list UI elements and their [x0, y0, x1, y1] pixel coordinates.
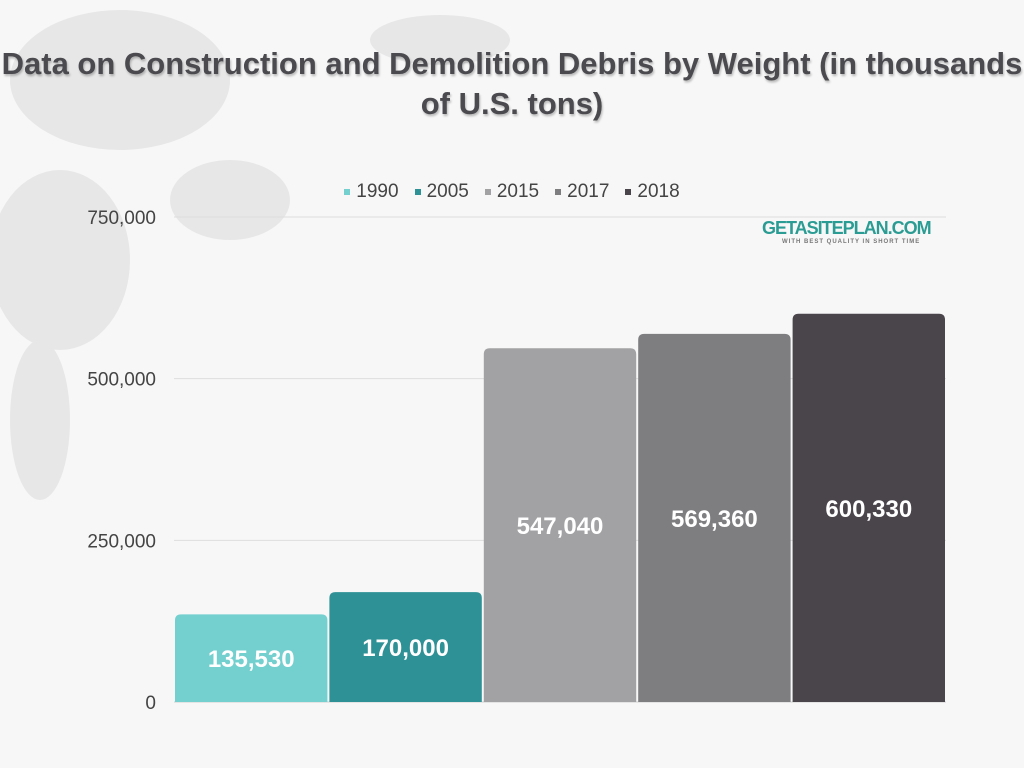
chart-title: Data on Construction and Demolition Debr…	[1, 46, 1023, 121]
legend-item-1990: 1990	[344, 181, 399, 203]
data-label: 569,360	[671, 506, 758, 533]
logo-text: GETASITEPLAN.COM	[762, 218, 932, 238]
legend-item-2015: 2015	[484, 181, 540, 203]
legend-label: 2017	[567, 181, 610, 202]
floral-background-decoration	[0, 10, 510, 500]
bar-2018	[792, 313, 945, 702]
data-label: 547,040	[517, 513, 604, 540]
legend-item-2005: 2005	[414, 181, 469, 203]
y-tick-label: 0	[145, 693, 156, 714]
data-label: 600,330	[825, 496, 912, 523]
bar-2017	[638, 333, 791, 702]
bar-1990	[175, 614, 328, 702]
y-tick-label: 250,000	[87, 531, 156, 552]
getasiteplan-logo: GETASITEPLAN.COM WITH BEST QUALITY IN SH…	[762, 218, 932, 246]
legend-label: 2005	[426, 181, 469, 202]
bar-2005	[329, 592, 482, 702]
legend: 1990 2005 2015 2017 2018	[0, 181, 1024, 203]
legend-swatch	[555, 189, 562, 195]
logo-tagline: WITH BEST QUALITY IN SHORT TIME	[782, 239, 921, 245]
data-label: 170,000	[362, 635, 449, 662]
legend-swatch	[344, 189, 351, 195]
y-tick-label: 500,000	[87, 370, 156, 391]
bar-2015	[483, 348, 637, 702]
legend-label: 1990	[356, 181, 399, 202]
legend-label: 2015	[496, 181, 540, 202]
legend-swatch	[414, 189, 421, 195]
y-tick-label: 750,000	[87, 208, 156, 229]
legend-label: 2018	[637, 181, 680, 202]
data-label: 135,530	[208, 646, 295, 673]
legend-swatch	[484, 189, 491, 195]
legend-swatch	[625, 189, 632, 195]
legend-item-2017: 2017	[555, 181, 609, 203]
legend-item-2018: 2018	[625, 181, 680, 203]
